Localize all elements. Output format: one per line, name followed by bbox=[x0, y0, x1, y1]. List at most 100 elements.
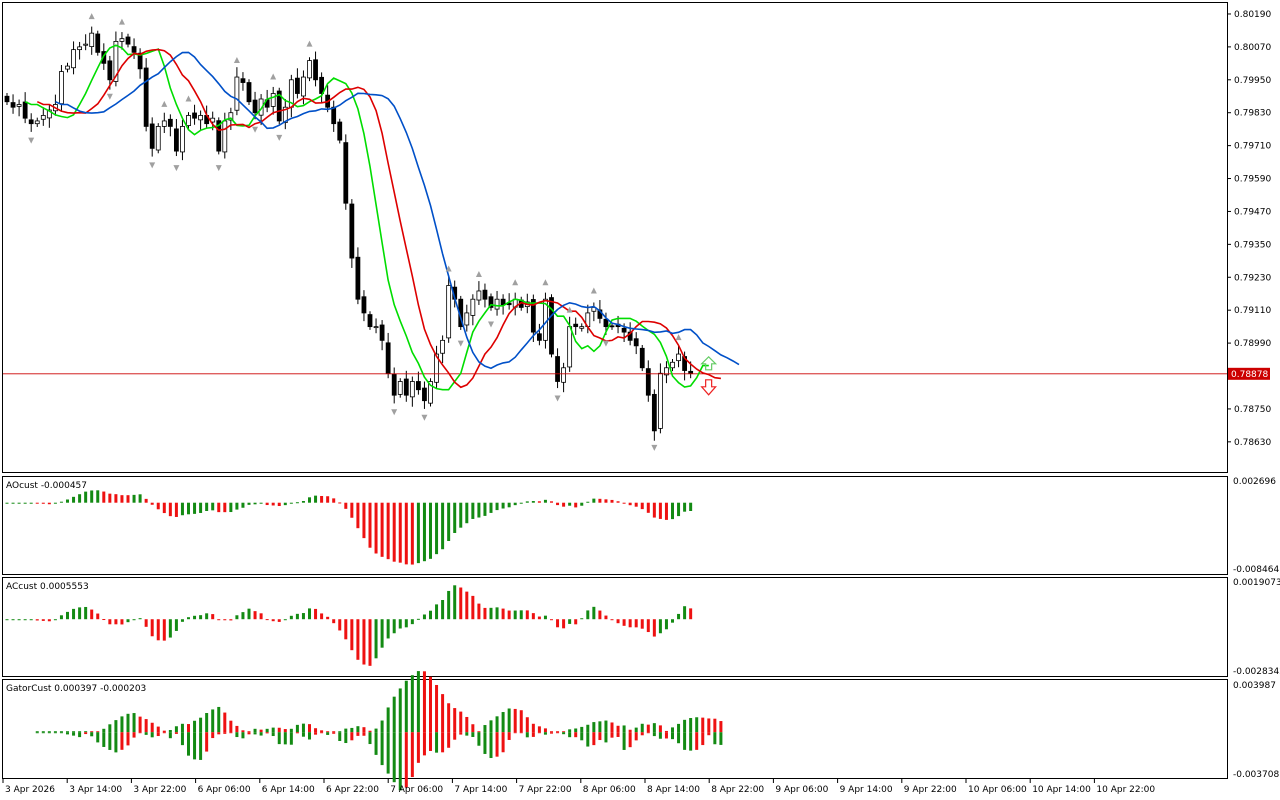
gator-down-bar bbox=[78, 732, 82, 738]
gator-down-bar bbox=[465, 732, 469, 736]
price-panel-frame[interactable] bbox=[2, 2, 1228, 473]
gator-up-bar bbox=[332, 731, 336, 733]
fractal-down-icon bbox=[421, 414, 428, 421]
gator-down-bar bbox=[586, 732, 590, 747]
candle-body bbox=[422, 387, 427, 402]
ao-panel-frame[interactable] bbox=[2, 476, 1228, 575]
gator-down-bar bbox=[640, 732, 644, 736]
ao-bar bbox=[429, 502, 432, 559]
gator-up-bar bbox=[326, 731, 330, 733]
gator-up-bar bbox=[604, 720, 608, 733]
ac-panel-frame[interactable] bbox=[2, 577, 1228, 677]
ao-bar bbox=[689, 502, 693, 512]
current-price-label: 0.78878 bbox=[1231, 370, 1268, 380]
candle-body bbox=[349, 203, 355, 259]
gator-down-bar bbox=[41, 732, 45, 734]
ac-bar bbox=[17, 619, 21, 621]
time-tick-label: 8 Apr 14:00 bbox=[647, 785, 700, 795]
gator-down-bar bbox=[168, 732, 172, 739]
gator-down-bar bbox=[453, 732, 457, 740]
fractal-up-icon bbox=[233, 57, 240, 64]
fractal-up-icon bbox=[88, 13, 95, 20]
gator-up-bar bbox=[707, 718, 711, 733]
candle-body bbox=[621, 327, 627, 333]
ao-bar bbox=[386, 502, 390, 560]
gator-up-bar bbox=[314, 728, 318, 733]
candle-body bbox=[65, 65, 70, 70]
ac-bar bbox=[217, 619, 221, 621]
ac-bar bbox=[5, 619, 9, 621]
gator-down-bar bbox=[72, 732, 76, 736]
candle-body bbox=[89, 32, 95, 48]
gator-down-bar bbox=[386, 732, 390, 774]
gator-up-bar bbox=[556, 731, 560, 733]
gator-down-bar bbox=[707, 732, 711, 736]
ao-bar bbox=[622, 502, 626, 504]
gator-down-bar bbox=[429, 732, 432, 751]
gator-down-bar bbox=[604, 732, 608, 743]
ac-bar bbox=[66, 611, 69, 620]
ao-bar bbox=[671, 502, 674, 520]
ac-bar bbox=[277, 619, 281, 622]
gator-up-bar bbox=[550, 731, 553, 733]
candle-body bbox=[645, 368, 651, 396]
ac-bar bbox=[53, 619, 57, 621]
ac-bar bbox=[671, 619, 674, 623]
fractal-down-icon bbox=[215, 165, 222, 172]
time-tick-label: 10 Apr 06:00 bbox=[968, 785, 1027, 795]
ac-bar bbox=[689, 608, 693, 620]
candle-body bbox=[276, 90, 282, 122]
ao-bar bbox=[580, 502, 584, 506]
price-tick-label: 0.79110 bbox=[1234, 306, 1271, 316]
gator-up-bar bbox=[235, 725, 239, 733]
gator-up-bar bbox=[259, 729, 263, 733]
ac-bar bbox=[350, 619, 354, 651]
ac-bar bbox=[144, 619, 148, 627]
candle-body bbox=[361, 296, 367, 314]
gator-up-bar bbox=[199, 717, 203, 733]
gator-down-bar bbox=[441, 732, 445, 753]
gator-up-bar bbox=[646, 724, 650, 733]
candle-body bbox=[676, 353, 681, 362]
gator-down-bar bbox=[495, 732, 499, 757]
gator-up-bar bbox=[543, 728, 547, 733]
ac-bar bbox=[677, 613, 681, 620]
gator-down-bar bbox=[574, 732, 578, 738]
gator-down-bar bbox=[277, 732, 281, 745]
ac-bar bbox=[568, 619, 572, 624]
ao-bar bbox=[320, 496, 324, 503]
candle-body bbox=[331, 106, 337, 125]
gator-down-bar bbox=[616, 732, 620, 737]
ac-bar bbox=[634, 619, 638, 628]
ao-bar bbox=[17, 502, 21, 504]
ac-bar bbox=[247, 608, 251, 620]
gator-up-bar bbox=[301, 723, 305, 733]
fractal-up-icon bbox=[566, 306, 573, 313]
candle-body bbox=[95, 33, 101, 53]
ao-bar bbox=[683, 502, 687, 512]
gator-down-bar bbox=[344, 732, 348, 744]
ao-bar bbox=[435, 502, 439, 555]
ac-bar bbox=[241, 612, 245, 620]
gator-up-bar bbox=[489, 720, 493, 733]
ao-bar bbox=[29, 502, 33, 504]
ac-bar bbox=[108, 619, 112, 625]
gator-panel-frame[interactable] bbox=[2, 679, 1228, 779]
ao-bar bbox=[308, 497, 311, 503]
ac-bar bbox=[471, 595, 475, 620]
ac-bar bbox=[96, 613, 100, 620]
ac-bar bbox=[314, 608, 318, 620]
gator-down-bar bbox=[652, 732, 656, 737]
ao-bar bbox=[90, 490, 94, 503]
gator-down-bar bbox=[47, 732, 51, 734]
ao-bar bbox=[150, 502, 154, 505]
gator-up-bar bbox=[132, 713, 136, 733]
ac-bar bbox=[356, 619, 360, 660]
ao-bar bbox=[374, 502, 378, 554]
gator-up-bar bbox=[90, 731, 94, 733]
ac-bar bbox=[295, 613, 299, 620]
gator-up-bar bbox=[283, 729, 287, 733]
ac-bar bbox=[193, 615, 197, 620]
ao-bar bbox=[410, 502, 414, 565]
